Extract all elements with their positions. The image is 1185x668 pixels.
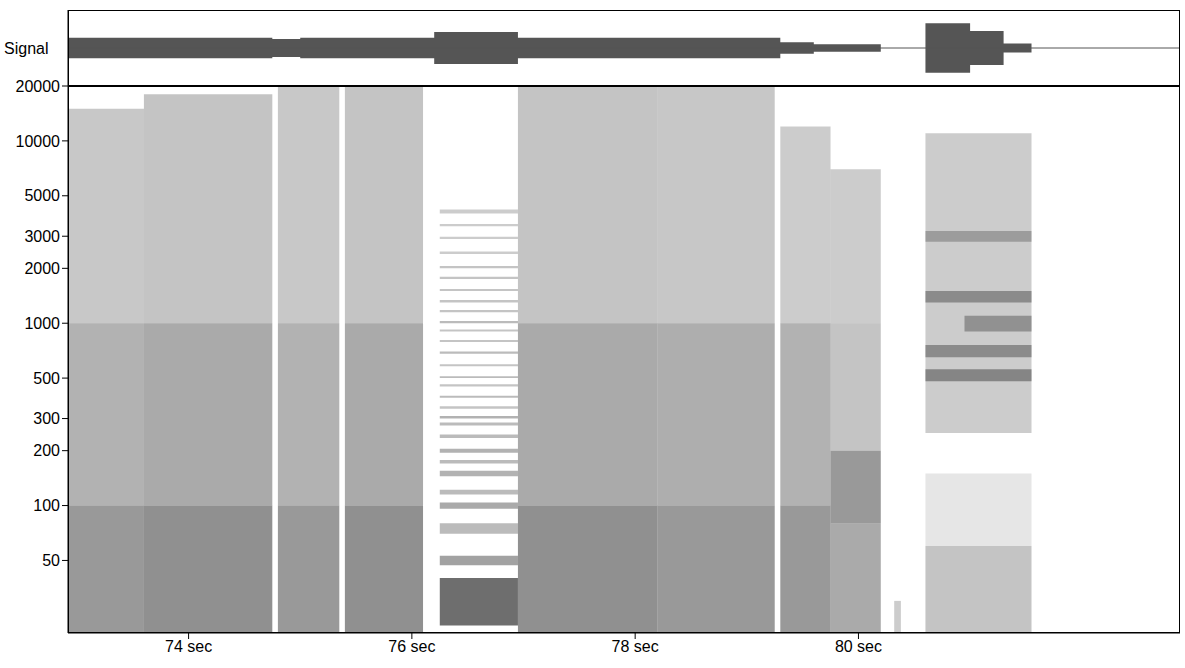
svg-text:50: 50 — [42, 552, 60, 569]
svg-text:300: 300 — [33, 410, 60, 427]
svg-text:Signal: Signal — [4, 40, 48, 57]
svg-text:2000: 2000 — [24, 260, 60, 277]
svg-text:5000: 5000 — [24, 187, 60, 204]
svg-text:500: 500 — [33, 370, 60, 387]
svg-text:74 sec: 74 sec — [165, 638, 212, 655]
svg-text:1000: 1000 — [24, 315, 60, 332]
svg-text:78 sec: 78 sec — [612, 638, 659, 655]
svg-text:80 sec: 80 sec — [835, 638, 882, 655]
svg-text:100: 100 — [33, 497, 60, 514]
svg-text:76 sec: 76 sec — [388, 638, 435, 655]
svg-text:20000: 20000 — [16, 78, 61, 95]
svg-text:3000: 3000 — [24, 228, 60, 245]
svg-text:200: 200 — [33, 442, 60, 459]
svg-text:10000: 10000 — [16, 133, 61, 150]
